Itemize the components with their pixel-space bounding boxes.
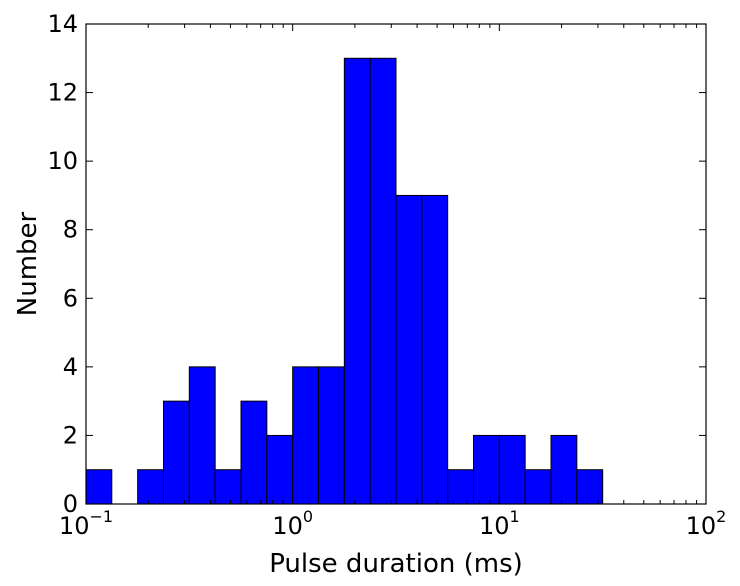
histogram-bar xyxy=(85,469,113,505)
ticks-group xyxy=(85,23,707,505)
histogram-bar xyxy=(343,57,371,505)
y-tick-label: 10 xyxy=(47,147,78,175)
histogram-bar xyxy=(524,469,552,505)
y-tick-label: 14 xyxy=(47,10,78,38)
y-tick-label: 0 xyxy=(63,490,78,518)
x-tick-labels: 10−1 100 101 102 xyxy=(59,507,726,540)
y-tick-label: 4 xyxy=(63,353,78,381)
histogram-bar xyxy=(369,57,397,505)
y-tick-labels: 0 2 4 6 8 10 12 14 xyxy=(47,10,78,518)
y-tick-label: 2 xyxy=(63,421,78,449)
plot-frame xyxy=(85,23,707,505)
y-tick-label: 6 xyxy=(63,284,78,312)
histogram-bar xyxy=(266,434,294,505)
x-axis-label: Pulse duration (ms) xyxy=(269,549,523,579)
y-axis-label: Number xyxy=(13,211,43,316)
histogram-bar xyxy=(447,469,474,505)
x-tick-label: 100 xyxy=(272,507,313,540)
histogram-bar xyxy=(576,469,604,505)
histogram-bar xyxy=(421,194,449,505)
x-tick-label: 102 xyxy=(686,507,727,540)
histogram-bar xyxy=(317,366,345,505)
x-tick-label: 101 xyxy=(479,507,520,540)
histogram-bar xyxy=(498,434,526,505)
bars-group xyxy=(85,57,604,505)
histogram-bar xyxy=(214,469,242,505)
y-tick-label: 8 xyxy=(63,216,78,244)
histogram-bar xyxy=(395,194,423,505)
histogram-bar xyxy=(162,400,190,505)
histogram-bar xyxy=(472,434,500,505)
x-tick-label: 10−1 xyxy=(59,507,113,540)
histogram-bar xyxy=(188,366,216,505)
histogram-bar xyxy=(137,469,164,505)
y-tick-label: 12 xyxy=(47,79,78,107)
histogram-bar xyxy=(292,366,319,505)
histogram-bar xyxy=(550,434,578,505)
histogram-bar xyxy=(240,400,268,505)
